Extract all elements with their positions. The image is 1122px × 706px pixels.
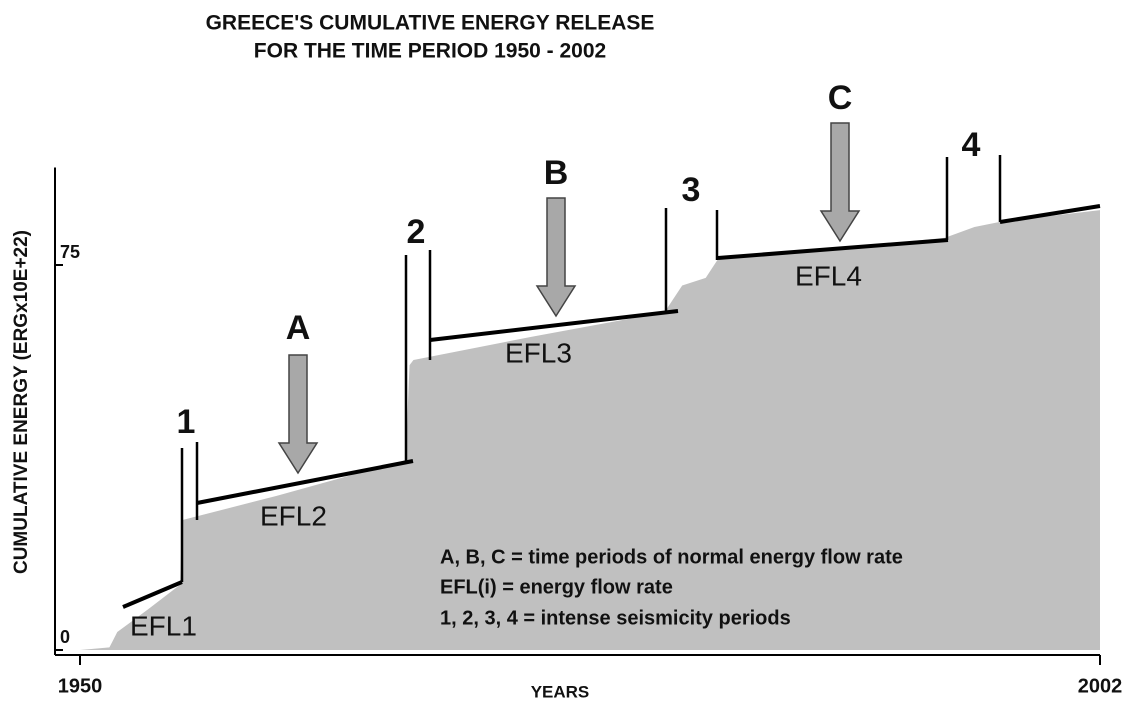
x-axis-label: YEARS	[531, 682, 590, 701]
efl-label: EFL4	[795, 260, 862, 291]
period-label: 1	[177, 403, 196, 441]
trend-line	[999, 204, 1101, 224]
period-label: 2	[407, 213, 426, 251]
efl-label: EFL2	[260, 500, 327, 531]
normal-label: C	[828, 79, 853, 117]
chart-subtitle: FOR THE TIME PERIOD 1950 - 2002	[254, 40, 606, 63]
arrow	[819, 122, 861, 243]
plot-area: 0 75 1950 2002	[54, 167, 1122, 697]
x-tick-label: 2002	[1078, 675, 1122, 697]
trend-line	[717, 238, 949, 260]
y-tick-label: 75	[60, 242, 80, 262]
arrow	[535, 197, 577, 318]
trend-line	[196, 459, 414, 505]
period-label: 3	[682, 171, 701, 209]
area	[80, 210, 1100, 650]
efl-label: EFL3	[505, 337, 572, 368]
legend-text: EFL(i) = energy flow rate	[440, 576, 673, 598]
legend-text: A, B, C = time periods of normal energy …	[440, 546, 903, 568]
legend-text: 1, 2, 3, 4 = intense seismicity periods	[440, 607, 791, 629]
y-axis-label: CUMULATIVE ENERGY (ERGx10E+22)	[11, 230, 32, 574]
normal-label: B	[544, 154, 569, 192]
normal-label: A	[286, 309, 311, 347]
arrow	[277, 354, 319, 475]
chart-title: GREECE'S CUMULATIVE ENERGY RELEASE	[206, 12, 655, 35]
efl-label: EFL1	[130, 610, 197, 641]
period-label: 4	[962, 126, 981, 164]
trend-line	[429, 309, 679, 342]
trend-line	[122, 580, 183, 609]
y-tick-label: 0	[60, 627, 70, 647]
x-tick-label: 1950	[58, 675, 103, 697]
